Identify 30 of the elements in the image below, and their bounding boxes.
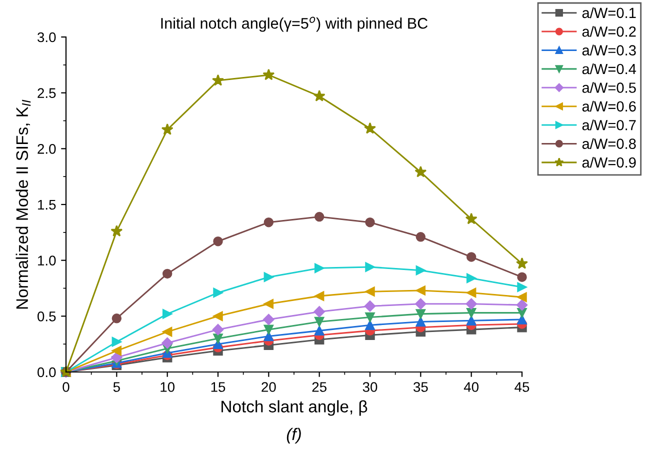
chart-title: Initial notch angle(γ=5$^{o}$) with pinned BC <box>161 16 428 32</box>
x-tick-label: 5 <box>113 382 120 392</box>
legend-label: a/W=0.7 <box>582 120 636 130</box>
text: (f) <box>286 428 301 444</box>
y-tick-label: 0.0 <box>38 367 56 378</box>
x-tick-label: 30 <box>362 382 378 392</box>
legend-label: a/W=0.6 <box>582 100 636 112</box>
y-axis-title: Normalized Mode II SIFs, K$_{II}$ <box>16 100 31 309</box>
y-tick-label: 1.5 <box>38 200 56 210</box>
legend-label: a/W=0.4 <box>582 63 636 74</box>
legend-label: a/W=0.3 <box>582 44 636 56</box>
x-tick-label: 15 <box>211 382 226 392</box>
x-tick-label: 20 <box>262 382 276 392</box>
legend-label: a/W=0.8 <box>582 138 636 149</box>
y-tick-label: 2.5 <box>38 88 56 98</box>
y-tick-label: 1.0 <box>38 256 56 266</box>
x-tick-label: 10 <box>160 382 175 392</box>
y-tick-label: 2.0 <box>38 144 56 154</box>
legend-label: a/W=0.2 <box>582 26 636 37</box>
y-tick-label: 0.5 <box>38 312 56 322</box>
x-tick-label: 40 <box>464 382 479 392</box>
legend-label: a/W=0.9 <box>582 156 636 168</box>
legend-label: a/W=0.1 <box>582 7 636 18</box>
x-tick-label: 0 <box>62 382 70 392</box>
x-tick-label: 45 <box>514 382 530 392</box>
x-tick-label: 25 <box>312 382 326 392</box>
x-tick-label: 35 <box>413 382 428 392</box>
legend-label: a/W=0.5 <box>582 82 636 93</box>
y-tick-label: 3.0 <box>38 32 56 42</box>
x-axis-title: Notch slant angle, β <box>222 400 368 416</box>
